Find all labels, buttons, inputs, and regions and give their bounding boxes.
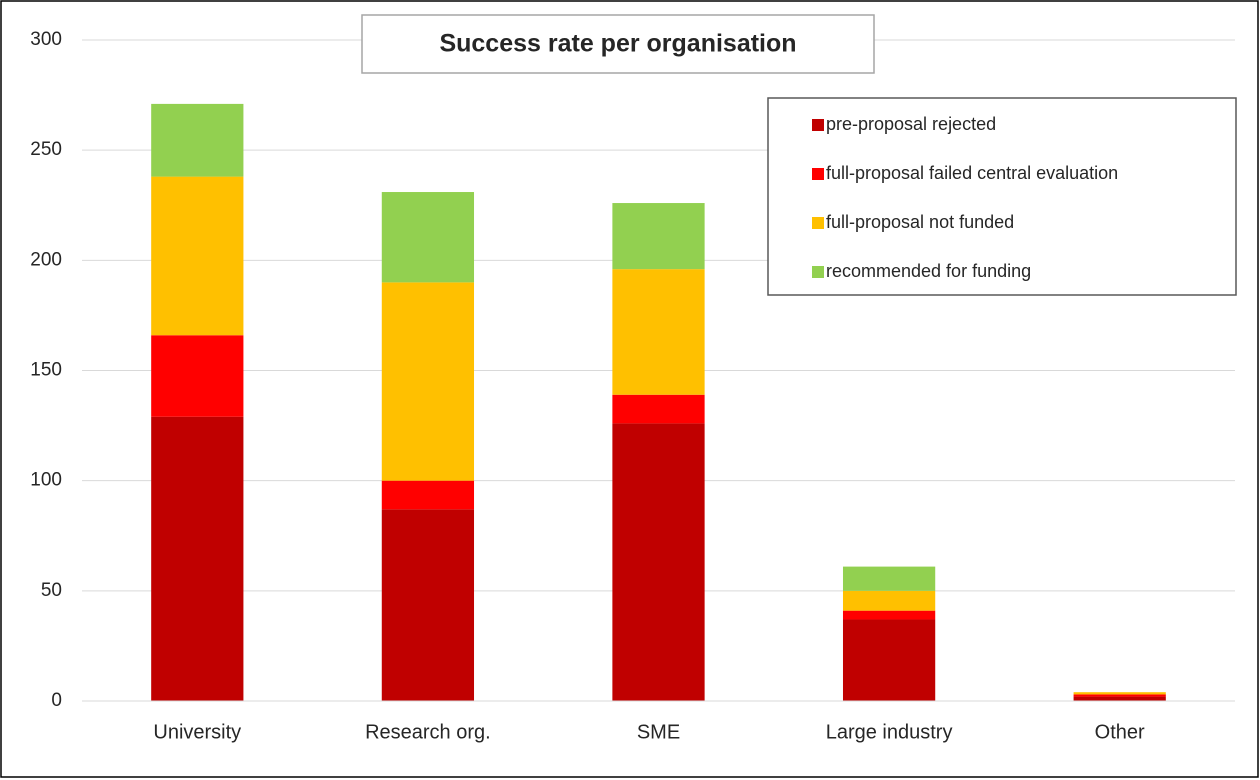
- y-tick-label: 150: [30, 360, 62, 381]
- bar-segment: [381, 480, 475, 510]
- legend-swatch: [812, 266, 824, 278]
- legend-swatch: [812, 119, 824, 131]
- bar-segment: [842, 610, 936, 620]
- legend-swatch: [812, 168, 824, 180]
- title-box: [361, 14, 875, 74]
- x-tick-label: Research org.: [365, 721, 491, 743]
- y-tick-label: 300: [30, 29, 62, 50]
- bar-segment: [1073, 694, 1166, 697]
- y-tick-label: 250: [30, 139, 62, 160]
- bar-segment: [381, 509, 475, 701]
- bar-segment: [842, 566, 936, 591]
- bar-segment: [612, 203, 705, 270]
- bar-segment: [1073, 692, 1166, 695]
- bar-segment: [151, 103, 244, 177]
- bar-segment: [151, 176, 244, 336]
- x-tick-label: SME: [637, 721, 680, 743]
- y-tick-label: 50: [41, 580, 62, 601]
- legend-label: pre-proposal rejected: [826, 114, 996, 134]
- legend-label: full-proposal failed central evaluation: [826, 163, 1118, 183]
- x-tick-label: Large industry: [826, 721, 953, 743]
- x-tick-label: Other: [1095, 721, 1145, 743]
- x-tick-label: University: [153, 721, 241, 743]
- y-tick-label: 0: [51, 690, 62, 711]
- bar-segment: [381, 192, 475, 283]
- y-tick-label: 100: [30, 470, 62, 491]
- chart-title: Success rate per organisation: [439, 30, 796, 58]
- legend-label: recommended for funding: [826, 261, 1031, 281]
- bar-segment: [1073, 696, 1166, 701]
- bar-segment: [612, 394, 705, 424]
- bar-segment: [842, 590, 936, 611]
- bar-segment: [612, 423, 705, 701]
- legend-label: full-proposal not funded: [826, 212, 1014, 232]
- bar-segment: [381, 282, 475, 481]
- bar-segment: [151, 335, 244, 417]
- bar-segment: [842, 619, 936, 701]
- legend-box: [767, 97, 1237, 296]
- legend-swatch: [812, 217, 824, 229]
- bar-segment: [151, 416, 244, 701]
- bar-segment: [612, 269, 705, 395]
- y-tick-label: 200: [30, 249, 62, 270]
